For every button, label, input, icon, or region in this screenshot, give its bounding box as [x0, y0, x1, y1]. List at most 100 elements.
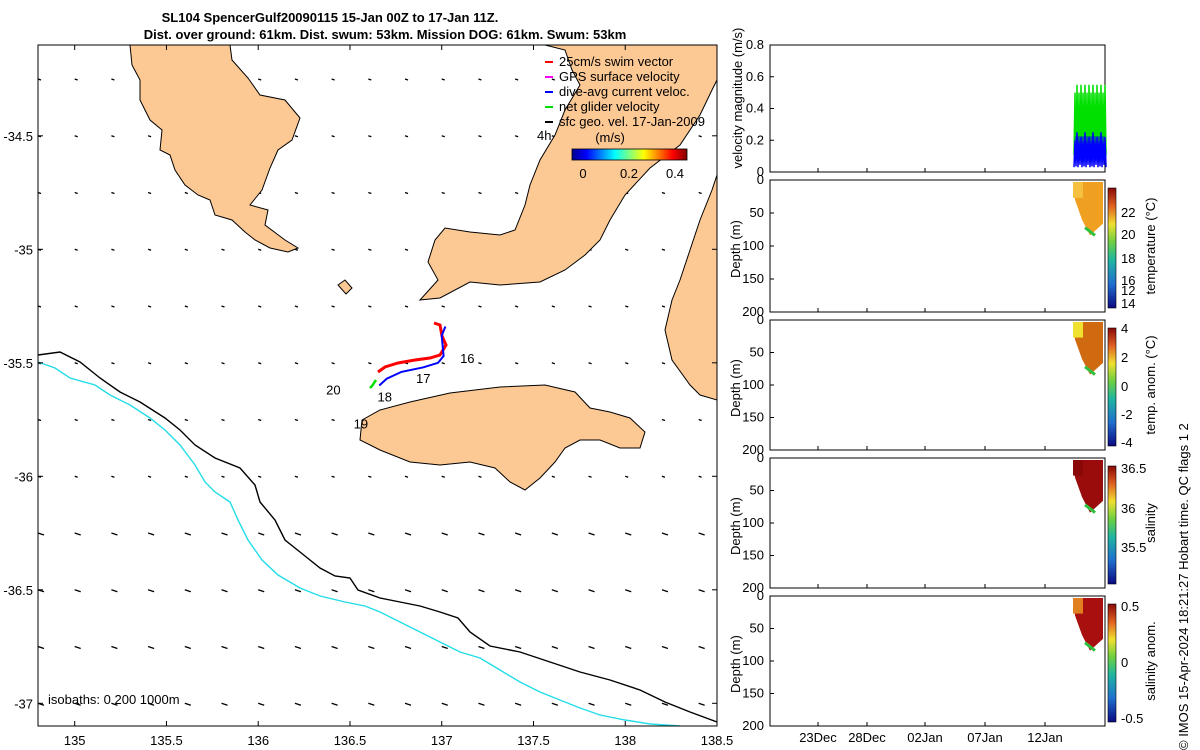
map-y-tick-label: -35.5 — [3, 356, 33, 371]
map-x-tick-label: 136 — [247, 733, 269, 748]
colorbar-tick-label: 36.5 — [1121, 461, 1146, 476]
velocity-arrow — [404, 702, 412, 706]
velocity-arrow — [74, 305, 78, 308]
map-x-tick-label: 136.5 — [334, 733, 367, 748]
title-line-1: SL104 SpencerGulf20090115 15-Jan 00Z to … — [162, 10, 499, 25]
velocity-arrow — [74, 135, 78, 138]
colorbar-tick-label: 14 — [1121, 296, 1135, 311]
velocity-arrow — [441, 532, 448, 536]
velocity-arrow — [404, 135, 409, 138]
profile-patch-top — [1073, 322, 1083, 338]
velocity-arrow — [147, 475, 152, 478]
map-x-tick-label: 138.5 — [701, 733, 734, 748]
depth-tick: 150 — [742, 410, 764, 425]
depth-tick: 100 — [742, 653, 764, 668]
velocity-arrow — [331, 362, 335, 365]
velocity-arrow — [441, 362, 445, 365]
vel-y-tick: 0.8 — [746, 37, 764, 52]
velocity-arrow — [625, 305, 629, 308]
legend-label: sfc geo. vel. 17-Jan-2009 — [559, 114, 705, 129]
map-y-tick-label: -36.5 — [3, 583, 33, 598]
velocity-arrow — [661, 589, 669, 593]
colorbar-tick-label: 36 — [1121, 501, 1135, 516]
velocity-arrow — [368, 135, 372, 138]
velocity-arrow — [74, 248, 78, 251]
velocity-arrow — [625, 702, 632, 706]
velocity-arrow — [514, 645, 522, 650]
velocity-arrow — [258, 475, 262, 478]
depth-tick: 100 — [742, 238, 764, 253]
profile-patch-edge — [1084, 503, 1096, 514]
date-tick-label: 12Jan — [1027, 730, 1062, 745]
velocity-arrow — [221, 645, 228, 650]
velocity-arrow — [441, 645, 448, 650]
velocity-arrow — [698, 135, 702, 138]
depth-tick: 50 — [750, 205, 764, 220]
depth-tick: 150 — [742, 271, 764, 286]
map-axes-box — [37, 44, 718, 727]
day-label: 16 — [460, 351, 474, 366]
velocity-arrow — [551, 362, 556, 365]
velocity-arrow — [184, 475, 189, 478]
panel-colorbar — [1107, 327, 1117, 447]
velocity-arrow — [588, 362, 592, 365]
velocity-arrow — [368, 248, 372, 251]
vel-y-tick: 0 — [757, 164, 764, 179]
velocity-arrow — [478, 305, 482, 308]
velocity-arrow — [478, 475, 482, 478]
day-label: 20 — [326, 383, 340, 398]
velocity-arrow — [588, 645, 595, 650]
velocity-arrow — [551, 532, 559, 536]
velocity-arrow — [441, 191, 445, 195]
velocity-arrow — [221, 362, 225, 365]
velocity-arrow — [221, 702, 228, 706]
depth-tick: 200 — [742, 580, 764, 595]
footer-credit: © IMOS 15-Apr-2024 18:21:27 Hobart time.… — [1176, 423, 1191, 750]
legend-label: net glider velocity — [559, 99, 660, 114]
depth-label: Depth (m) — [728, 220, 743, 278]
profile-patch-top — [1073, 598, 1083, 614]
velocity-arrow — [111, 248, 115, 251]
velocity-arrow — [147, 191, 152, 195]
velocity-arrow — [294, 135, 299, 138]
velocity-arrow — [184, 645, 192, 650]
velocity-arrow — [514, 702, 522, 706]
depth-label: Depth (m) — [728, 497, 743, 555]
velocity-arrow — [625, 475, 629, 478]
velocity-arrow — [368, 362, 372, 365]
velocity-arrow — [331, 135, 335, 138]
velocity-arrow — [625, 248, 629, 251]
land-yorke-peninsula — [418, 45, 717, 401]
panel-axes — [769, 319, 1106, 451]
velocity-arrow — [625, 532, 632, 536]
velocity-arrow — [404, 645, 412, 650]
velocity-arrow — [221, 305, 225, 308]
map-x-tick-label: 135.5 — [150, 733, 183, 748]
colorbar-tick: 0 — [579, 166, 586, 181]
velocity-arrow — [147, 418, 152, 422]
velocity-arrow — [111, 78, 115, 81]
velocity-arrow — [74, 362, 78, 365]
velocity-arrow — [221, 475, 225, 478]
map-y-tick-label: -37 — [14, 696, 33, 711]
velocity-arrow — [404, 532, 412, 536]
velocity-arrow — [514, 305, 519, 308]
velocity-arrow — [698, 702, 705, 706]
panel-colorbar — [1107, 465, 1117, 585]
panel-axes — [769, 44, 1106, 173]
velocity-arrow — [698, 191, 702, 195]
velocity-arrow — [331, 191, 335, 195]
colorbar-title: temperature (°C) — [1143, 198, 1158, 295]
velocity-arrow — [258, 78, 262, 81]
isobath-200m — [38, 351, 717, 723]
day-labels: 16 17 18 19 20 — [326, 351, 474, 432]
title-line-2: Dist. over ground: 61km. Dist. swum: 53k… — [144, 27, 627, 42]
colorbar-tick: 0.4 — [666, 166, 684, 181]
velocity-arrow — [221, 418, 225, 422]
map-y-ticks: -34.5 -35 -35.5 -36 -36.5 -37 — [3, 129, 717, 711]
velocity-arrow — [588, 305, 592, 308]
velocity-arrow — [111, 135, 115, 138]
panel-axes — [769, 457, 1106, 589]
